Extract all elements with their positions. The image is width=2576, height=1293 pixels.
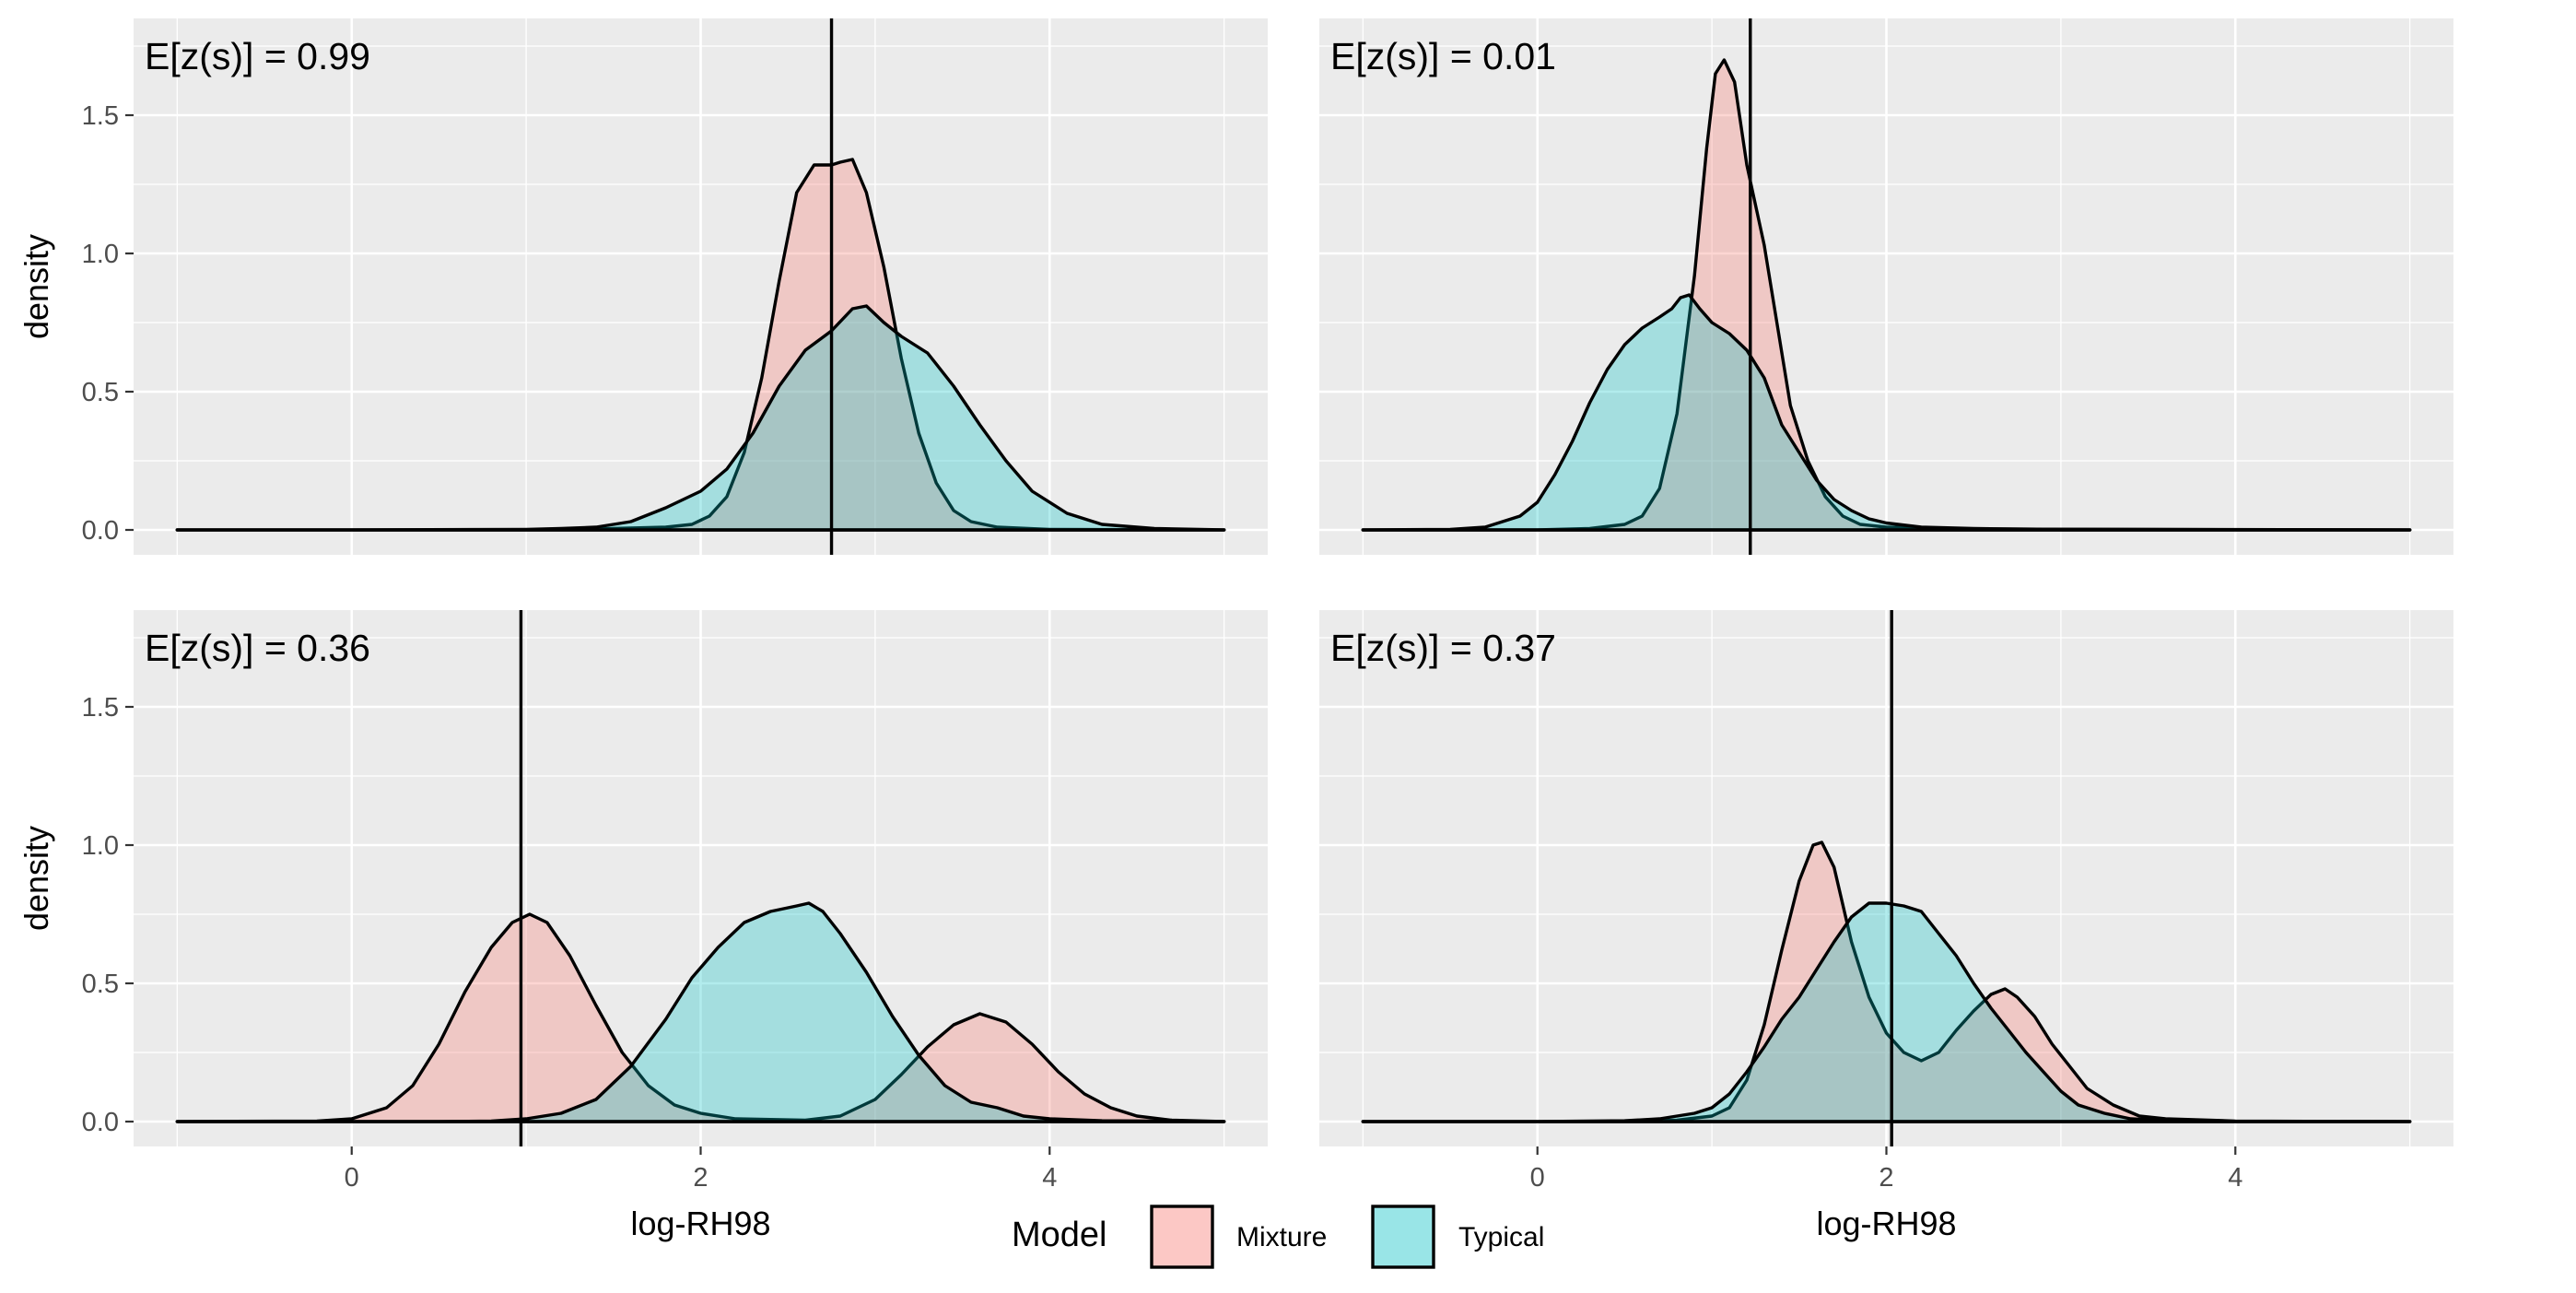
density-area-typical (175, 304, 1226, 532)
panel-annotation: E[z(s)] = 0.99 (145, 35, 370, 77)
density-area-mixture (175, 158, 1226, 532)
density-area-typical (1361, 293, 2412, 532)
y-tick-label: 0.0 (82, 516, 119, 546)
panel-annotation: E[z(s)] = 0.01 (1330, 35, 1556, 77)
panel-bottom-left: E[z(s)] = 0.36 0.0 0.5 1.0 1.5 density 0 2 4 log-… (18, 610, 1268, 1242)
y-tick-label: 0.5 (82, 378, 119, 407)
legend-label-typical: Typical (1458, 1222, 1544, 1252)
y-tick-label: 0.5 (82, 970, 119, 999)
y-axis-title: density (18, 826, 55, 931)
x-tick-label: 4 (2228, 1163, 2242, 1193)
x-tick-label: 4 (1042, 1163, 1057, 1193)
legend-title: Model (1012, 1216, 1107, 1254)
panels-layer: E[z(s)] = 0.990.00.51.01.5densityE[z(s)]… (18, 18, 2453, 1242)
panel-annotation: E[z(s)] = 0.36 (145, 627, 370, 669)
panel-top-left: E[z(s)] = 0.99 0.0 0.5 1.0 1.5 density (18, 18, 1268, 555)
legend-key-typical (1371, 1205, 1435, 1269)
x-tick-label: 0 (1530, 1163, 1545, 1193)
x-tick-label: 0 (345, 1163, 359, 1193)
density-area-mixture (175, 912, 1226, 1123)
x-tick-label: 2 (1879, 1163, 1893, 1193)
panel-annotation: E[z(s)] = 0.37 (1330, 627, 1556, 669)
y-tick-label: 1.0 (82, 240, 119, 269)
legend-label-mixture: Mixture (1236, 1222, 1327, 1252)
x-tick-label: 2 (693, 1163, 708, 1193)
panel-top-right: E[z(s)] = 0.01 (1319, 18, 2453, 555)
y-tick-label: 0.0 (82, 1108, 119, 1137)
legend: Model Mixture Typical (1012, 1205, 1544, 1269)
y-tick-label: 1.5 (82, 693, 119, 723)
density-area-typical (175, 901, 1226, 1123)
gridlines (134, 18, 1268, 555)
density-area-mixture (1361, 58, 2412, 532)
panel-bottom-right: E[z(s)] = 0.37 0 2 4 log-RH98 (1319, 610, 2453, 1242)
density-area-typical (1361, 901, 2412, 1123)
y-axis-title: density (18, 234, 55, 339)
x-axis-title: log-RH98 (630, 1205, 770, 1242)
x-axis-title: log-RH98 (1816, 1205, 1956, 1242)
y-tick-label: 1.5 (82, 101, 119, 131)
legend-key-mixture (1150, 1205, 1214, 1269)
y-tick-label: 1.0 (82, 831, 119, 861)
